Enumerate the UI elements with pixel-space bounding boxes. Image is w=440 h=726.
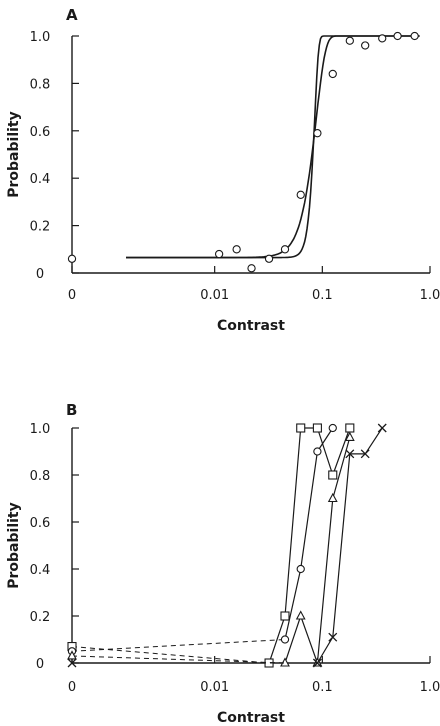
y-tick-label: 0.8	[30, 77, 51, 92]
data-point-circle	[313, 447, 322, 456]
series-line	[316, 427, 383, 664]
series-line	[284, 437, 351, 664]
data-point-circle	[280, 635, 290, 644]
data-point-circle	[214, 249, 224, 259]
y-axis-label: Probability	[6, 111, 22, 198]
fit-curve	[126, 35, 420, 259]
x-tick-label: 0	[68, 680, 76, 695]
y-tick-label: 0.4	[30, 563, 51, 578]
dashed-connector	[71, 639, 286, 652]
fit-curve	[126, 35, 420, 259]
data-point-circle	[345, 36, 354, 45]
x-tick-label: 1.0	[420, 288, 440, 303]
data-point-cross	[328, 632, 338, 642]
data-point-square	[345, 423, 355, 433]
data-point-circle	[296, 564, 305, 574]
x-axis-label: Contrast	[217, 710, 285, 726]
y-tick-label: 0.6	[30, 516, 51, 531]
chart-panel-b: B 0 0.2 0.4 0.6 0.8 1.0 0 0.01 0.1 1.0 Contrast Prob…	[6, 401, 440, 726]
x-tick-label: 0.01	[200, 288, 229, 303]
data-point-triangle	[280, 657, 290, 667]
data-point-circle	[328, 423, 337, 433]
data-point-circle	[361, 41, 370, 50]
y-tick-label: 0	[36, 267, 44, 282]
y-tick-label: 0	[36, 657, 44, 672]
y-tick-label: 1.0	[30, 422, 51, 437]
data-point-circle	[232, 245, 241, 254]
data-point-circle	[247, 264, 256, 273]
y-tick-label: 0.8	[30, 469, 51, 484]
data-point-triangle	[295, 610, 306, 620]
x-tick-label: 0.1	[312, 680, 333, 695]
y-tick-label: 0.2	[30, 220, 51, 235]
x-tick-label: 0.1	[312, 288, 333, 303]
data-point-triangle	[67, 650, 77, 660]
data-point-triangle	[344, 431, 355, 441]
data-point-square	[328, 470, 338, 480]
data-point-circle	[393, 31, 402, 41]
data-point-circle	[328, 69, 337, 79]
data-point-circle	[378, 34, 387, 43]
series-line	[268, 427, 351, 664]
data-point-circle	[280, 245, 290, 254]
x-tick-label: 0.01	[200, 680, 229, 695]
dashed-connector	[71, 646, 270, 664]
x-axis-label: Contrast	[217, 318, 285, 334]
panel-letter: A	[66, 6, 78, 24]
y-tick-label: 0.2	[30, 610, 51, 625]
data-point-circle	[313, 129, 322, 138]
y-tick-label: 0.4	[30, 172, 51, 187]
y-tick-label: 0.6	[30, 125, 51, 140]
data-point-cross	[312, 658, 322, 668]
series-line	[284, 427, 334, 640]
data-point-square	[280, 611, 290, 621]
data-point-circle	[264, 254, 274, 263]
data-point-square	[312, 423, 322, 433]
data-point-circle	[296, 190, 305, 199]
panel-letter: B	[66, 401, 77, 419]
y-axis-label: Probability	[6, 502, 22, 589]
data-point-cross	[377, 423, 387, 433]
data-point-circle	[67, 254, 77, 263]
data-point-cross	[345, 449, 355, 459]
data-point-circle	[410, 31, 419, 41]
dashed-connector	[71, 655, 286, 664]
data-point-cross	[67, 658, 77, 668]
data-point-cross	[360, 449, 370, 459]
data-point-triangle	[327, 492, 338, 503]
data-point-square	[296, 423, 306, 433]
x-tick-label: 0	[68, 288, 76, 303]
chart-panel-a: A 0 0.2 0.4 0.6 0.8 1.0 0 0.01 0.1 1.0 Contrast Prob…	[6, 6, 440, 334]
x-tick-label: 1.0	[420, 680, 440, 695]
y-tick-label: 1.0	[30, 30, 51, 45]
